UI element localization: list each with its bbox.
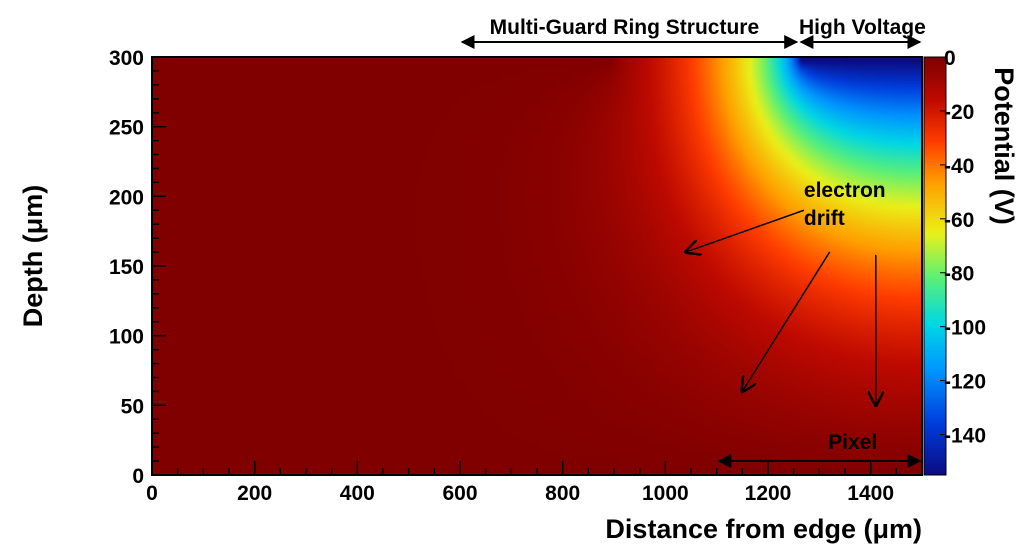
drift-arrow	[742, 251, 831, 391]
x-tick-label: 0	[146, 482, 158, 505]
span-label: Multi-Guard Ring Structure	[490, 16, 760, 39]
drift-label: electron	[804, 179, 886, 202]
colorbar-tick-label: 0	[944, 47, 956, 70]
y-axis: 0 50 100 150 200 250 300	[109, 47, 166, 488]
y-tick-label: 200	[109, 186, 144, 209]
y-tick-label: 50	[121, 395, 144, 418]
y-tick-label: 100	[109, 326, 144, 349]
drift-arrow	[686, 209, 805, 252]
colorbar-tick-label: -60	[944, 209, 974, 232]
colorbar-tick-label: -100	[944, 317, 986, 340]
x-tick-label: 1200	[745, 482, 792, 505]
x-tick-label: 1400	[847, 482, 894, 505]
drift-label: drift	[804, 207, 845, 230]
span-label: Pixel	[828, 431, 877, 454]
y-tick-label: 0	[132, 465, 144, 488]
y-tick-label: 250	[109, 117, 144, 140]
colorbar-gradient	[924, 57, 946, 475]
colorbar: 0 -20 -40 -60 -80 -100 -120 -140	[923, 47, 986, 476]
x-axis: 0 200 400 600 800 1000 1200 1400	[146, 461, 923, 505]
span-label: High Voltage	[799, 16, 926, 39]
colorbar-title: Potential (V)	[989, 67, 1019, 225]
annotations: Multi-Guard Ring Structure High Voltage Pi…	[460, 16, 926, 468]
colorbar-frame	[923, 56, 947, 476]
y-axis-title: Depth (μm)	[18, 185, 48, 328]
potential-heatmap	[152, 57, 922, 475]
colorbar-tick-label: -120	[944, 371, 986, 394]
x-tick-label: 800	[545, 482, 580, 505]
x-axis-title: Distance from edge (μm)	[605, 514, 922, 544]
x-tick-label: 600	[442, 482, 477, 505]
x-tick-label: 400	[340, 482, 375, 505]
colorbar-tick-label: -140	[944, 425, 986, 448]
y-tick-label: 300	[109, 47, 144, 70]
y-tick-label: 150	[109, 256, 144, 279]
plot-area	[151, 56, 923, 476]
colorbar-tick-label: -40	[944, 155, 974, 178]
colorbar-tick-label: -20	[944, 101, 974, 124]
x-tick-label: 200	[237, 482, 272, 505]
x-tick-label: 1000	[642, 482, 689, 505]
colorbar-tick-label: -80	[944, 263, 974, 286]
